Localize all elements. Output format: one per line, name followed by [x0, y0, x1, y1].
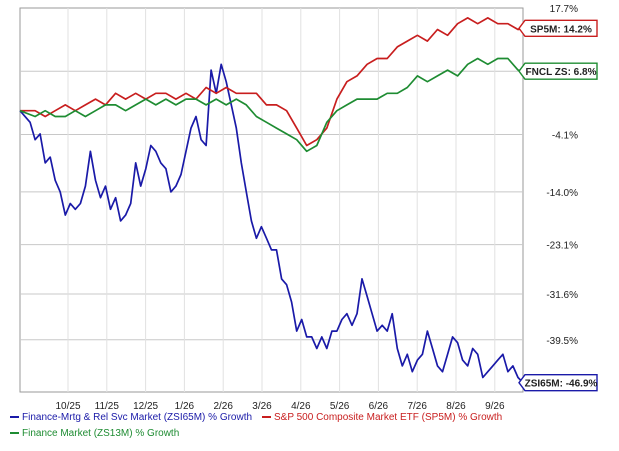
series-end-label: ZSI65M: -46.9% — [525, 379, 598, 390]
series-end-tag — [518, 62, 598, 80]
legend-layer: Finance-Mrtg & Rel Svc Market (ZSI65M) %… — [10, 412, 502, 439]
series-layer — [19, 17, 524, 384]
x-tick-label: 5/26 — [330, 401, 350, 412]
x-tick-label: 11/25 — [95, 401, 120, 412]
x-tick-label: 4/26 — [291, 401, 311, 412]
x-tick-label: 9/26 — [485, 401, 505, 412]
y-tick-label: -23.1% — [546, 241, 578, 252]
series-line — [20, 17, 524, 147]
y-tick-label: -4.1% — [552, 130, 578, 141]
y-tick-label: -39.5% — [546, 336, 578, 347]
tag-layer: ZSI65M: -46.9% SP5M: 14.2% FNCL ZS: 6.8% — [518, 19, 598, 392]
x-tick-label: 1/26 — [175, 401, 195, 412]
y-tick-label: 17.7% — [550, 4, 578, 15]
x-tick-label: 6/26 — [369, 401, 389, 412]
x-tick-label: 2/26 — [213, 401, 233, 412]
x-tick-label: 10/25 — [55, 401, 80, 412]
legend-item: S&P 500 Composite Market ETF (SP5M) % Gr… — [274, 412, 502, 423]
legend-item: Finance Market (ZS13M) % Growth — [22, 428, 179, 439]
series-end-label: SP5M: 14.2% — [530, 24, 592, 35]
x-tick-label: 12/25 — [133, 401, 158, 412]
grid-layer — [19, 7, 524, 393]
series-line — [19, 57, 524, 153]
plot-frame — [19, 7, 524, 393]
x-tick-label: 3/26 — [252, 401, 272, 412]
y-tick-label: -31.6% — [546, 290, 578, 301]
series-end-tag — [518, 19, 598, 38]
legend-item: Finance-Mrtg & Rel Svc Market (ZSI65M) %… — [22, 412, 252, 423]
series-end-label: FNCL ZS: 6.8% — [526, 67, 597, 78]
series-line — [19, 63, 524, 384]
x-tick-label: 7/26 — [407, 401, 427, 412]
series-end-tag — [518, 374, 598, 392]
axis-layer: 17.7%6.8%-4.1%-14.0%-23.1%-31.6%-39.5%-4… — [55, 4, 578, 412]
x-tick-label: 8/26 — [446, 401, 466, 412]
y-tick-label: -14.0% — [546, 188, 578, 199]
